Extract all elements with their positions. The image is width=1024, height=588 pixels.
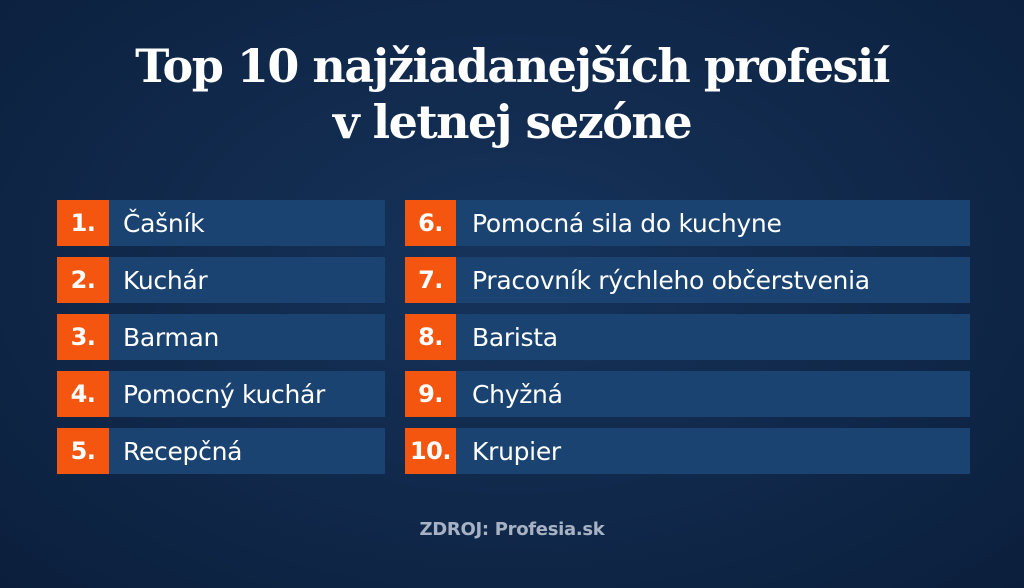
profession-label: Pomocný kuchár <box>123 379 326 409</box>
rank-number: 9. <box>405 371 456 417</box>
ranking-row: 5. Recepčná <box>57 428 385 474</box>
title-line-2: v letnej sezóne <box>332 95 693 149</box>
ranking-row: 4. Pomocný kuchár <box>57 371 385 417</box>
ranking-list-left: 1. Čašník 2. Kuchár 3. Barman 4. Pomocný… <box>57 200 385 485</box>
rank-number: 2. <box>57 257 109 303</box>
title-line-1: Top 10 najžiadanejších profesií <box>135 39 890 93</box>
profession-label: Recepčná <box>123 436 243 466</box>
rank-number: 10. <box>405 428 456 474</box>
ranking-row: 9. Chyžná <box>405 371 970 417</box>
ranking-list-right: 6. Pomocná sila do kuchyne 7. Pracovník … <box>405 200 970 485</box>
ranking-row: 1. Čašník <box>57 200 385 246</box>
ranking-row: 2. Kuchár <box>57 257 385 303</box>
profession-label: Kuchár <box>123 265 208 295</box>
rank-number: 3. <box>57 314 109 360</box>
rank-number: 4. <box>57 371 109 417</box>
ranking-row: 3. Barman <box>57 314 385 360</box>
profession-label: Barman <box>123 322 220 352</box>
rank-number: 1. <box>57 200 109 246</box>
source-credit: ZDROJ: Profesia.sk <box>419 519 605 540</box>
profession-label: Čašník <box>123 208 205 238</box>
profession-label: Chyžná <box>472 379 563 409</box>
rank-number: 8. <box>405 314 456 360</box>
profession-label: Barista <box>472 322 558 352</box>
profession-label: Pracovník rýchleho občerstvenia <box>472 265 870 295</box>
ranking-row: 10. Krupier <box>405 428 970 474</box>
rank-number: 6. <box>405 200 456 246</box>
rank-number: 7. <box>405 257 456 303</box>
profession-label: Pomocná sila do kuchyne <box>472 208 782 238</box>
ranking-row: 8. Barista <box>405 314 970 360</box>
ranking-row: 7. Pracovník rýchleho občerstvenia <box>405 257 970 303</box>
infographic-title: Top 10 najžiadanejších profesií v letnej… <box>0 38 1024 150</box>
rank-number: 5. <box>57 428 109 474</box>
profession-label: Krupier <box>472 436 561 466</box>
ranking-row: 6. Pomocná sila do kuchyne <box>405 200 970 246</box>
